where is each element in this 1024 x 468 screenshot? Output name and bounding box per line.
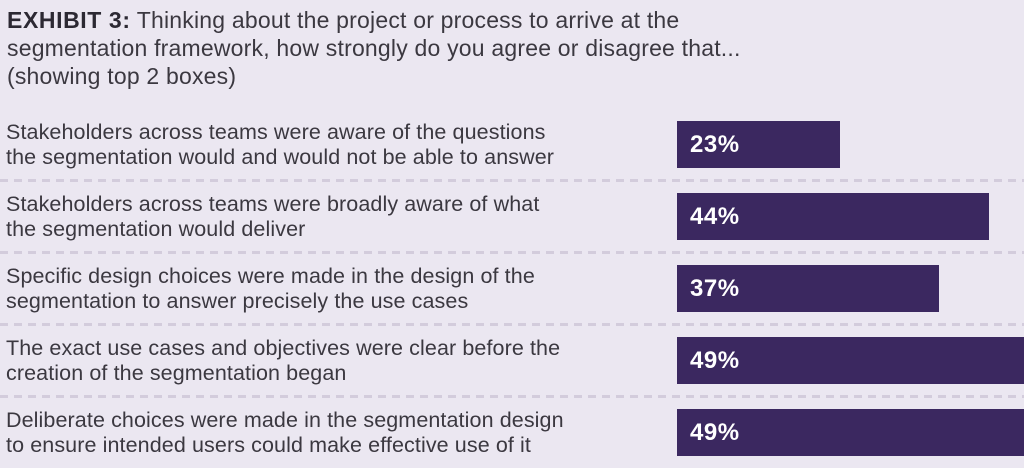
bar-area: 49%	[677, 409, 1024, 456]
bar: 44%	[677, 193, 989, 240]
bar-value-label: 49%	[690, 346, 740, 374]
row-label-line-2: the segmentation would and would not be …	[6, 144, 555, 169]
title-line-3: (showing top 2 boxes)	[7, 63, 237, 89]
row-label-line-1: Stakeholders across teams were broadly a…	[6, 191, 540, 216]
table-row: Specific design choices were made in the…	[0, 254, 1024, 323]
row-divider	[0, 395, 1024, 398]
row-label-line-2: creation of the segmentation began	[6, 360, 347, 385]
row-label: Deliberate choices were made in the segm…	[0, 408, 677, 458]
exhibit-label: EXHIBIT 3:	[7, 7, 131, 33]
table-row: The exact use cases and objectives were …	[0, 326, 1024, 395]
bar: 23%	[677, 121, 840, 168]
row-label-line-1: Specific design choices were made in the…	[6, 263, 535, 288]
bar-area: 44%	[677, 193, 1024, 240]
chart-title: EXHIBIT 3: Thinking about the project or…	[0, 0, 1024, 90]
row-label-line-2: the segmentation would deliver	[6, 216, 306, 241]
row-label-line-1: Deliberate choices were made in the segm…	[6, 407, 564, 432]
bar-value-label: 37%	[690, 274, 740, 302]
table-row: Deliberate choices were made in the segm…	[0, 398, 1024, 467]
bar-area: 23%	[677, 121, 1024, 168]
row-label-line-1: Stakeholders across teams were aware of …	[6, 119, 546, 144]
table-row: Stakeholders across teams were aware of …	[0, 110, 1024, 179]
bar-rows: Stakeholders across teams were aware of …	[0, 110, 1024, 467]
row-divider	[0, 251, 1024, 254]
bar: 49%	[677, 409, 1024, 456]
row-label: The exact use cases and objectives were …	[0, 336, 677, 386]
title-line-1: Thinking about the project or process to…	[130, 7, 680, 33]
bar-area: 37%	[677, 265, 1024, 312]
bar-value-label: 23%	[690, 130, 740, 158]
table-row: Stakeholders across teams were broadly a…	[0, 182, 1024, 251]
bar-value-label: 49%	[690, 418, 740, 446]
row-divider	[0, 179, 1024, 182]
row-divider	[0, 323, 1024, 326]
row-label: Stakeholders across teams were broadly a…	[0, 192, 677, 242]
row-label: Stakeholders across teams were aware of …	[0, 120, 677, 170]
title-line-2: segmentation framework, how strongly do …	[7, 35, 741, 61]
bar: 49%	[677, 337, 1024, 384]
row-label-line-1: The exact use cases and objectives were …	[6, 335, 561, 360]
row-label-line-2: segmentation to answer precisely the use…	[6, 288, 469, 313]
row-label-line-2: to ensure intended users could make effe…	[6, 432, 531, 457]
bar: 37%	[677, 265, 939, 312]
bar-value-label: 44%	[690, 202, 740, 230]
bar-area: 49%	[677, 337, 1024, 384]
row-label: Specific design choices were made in the…	[0, 264, 677, 314]
